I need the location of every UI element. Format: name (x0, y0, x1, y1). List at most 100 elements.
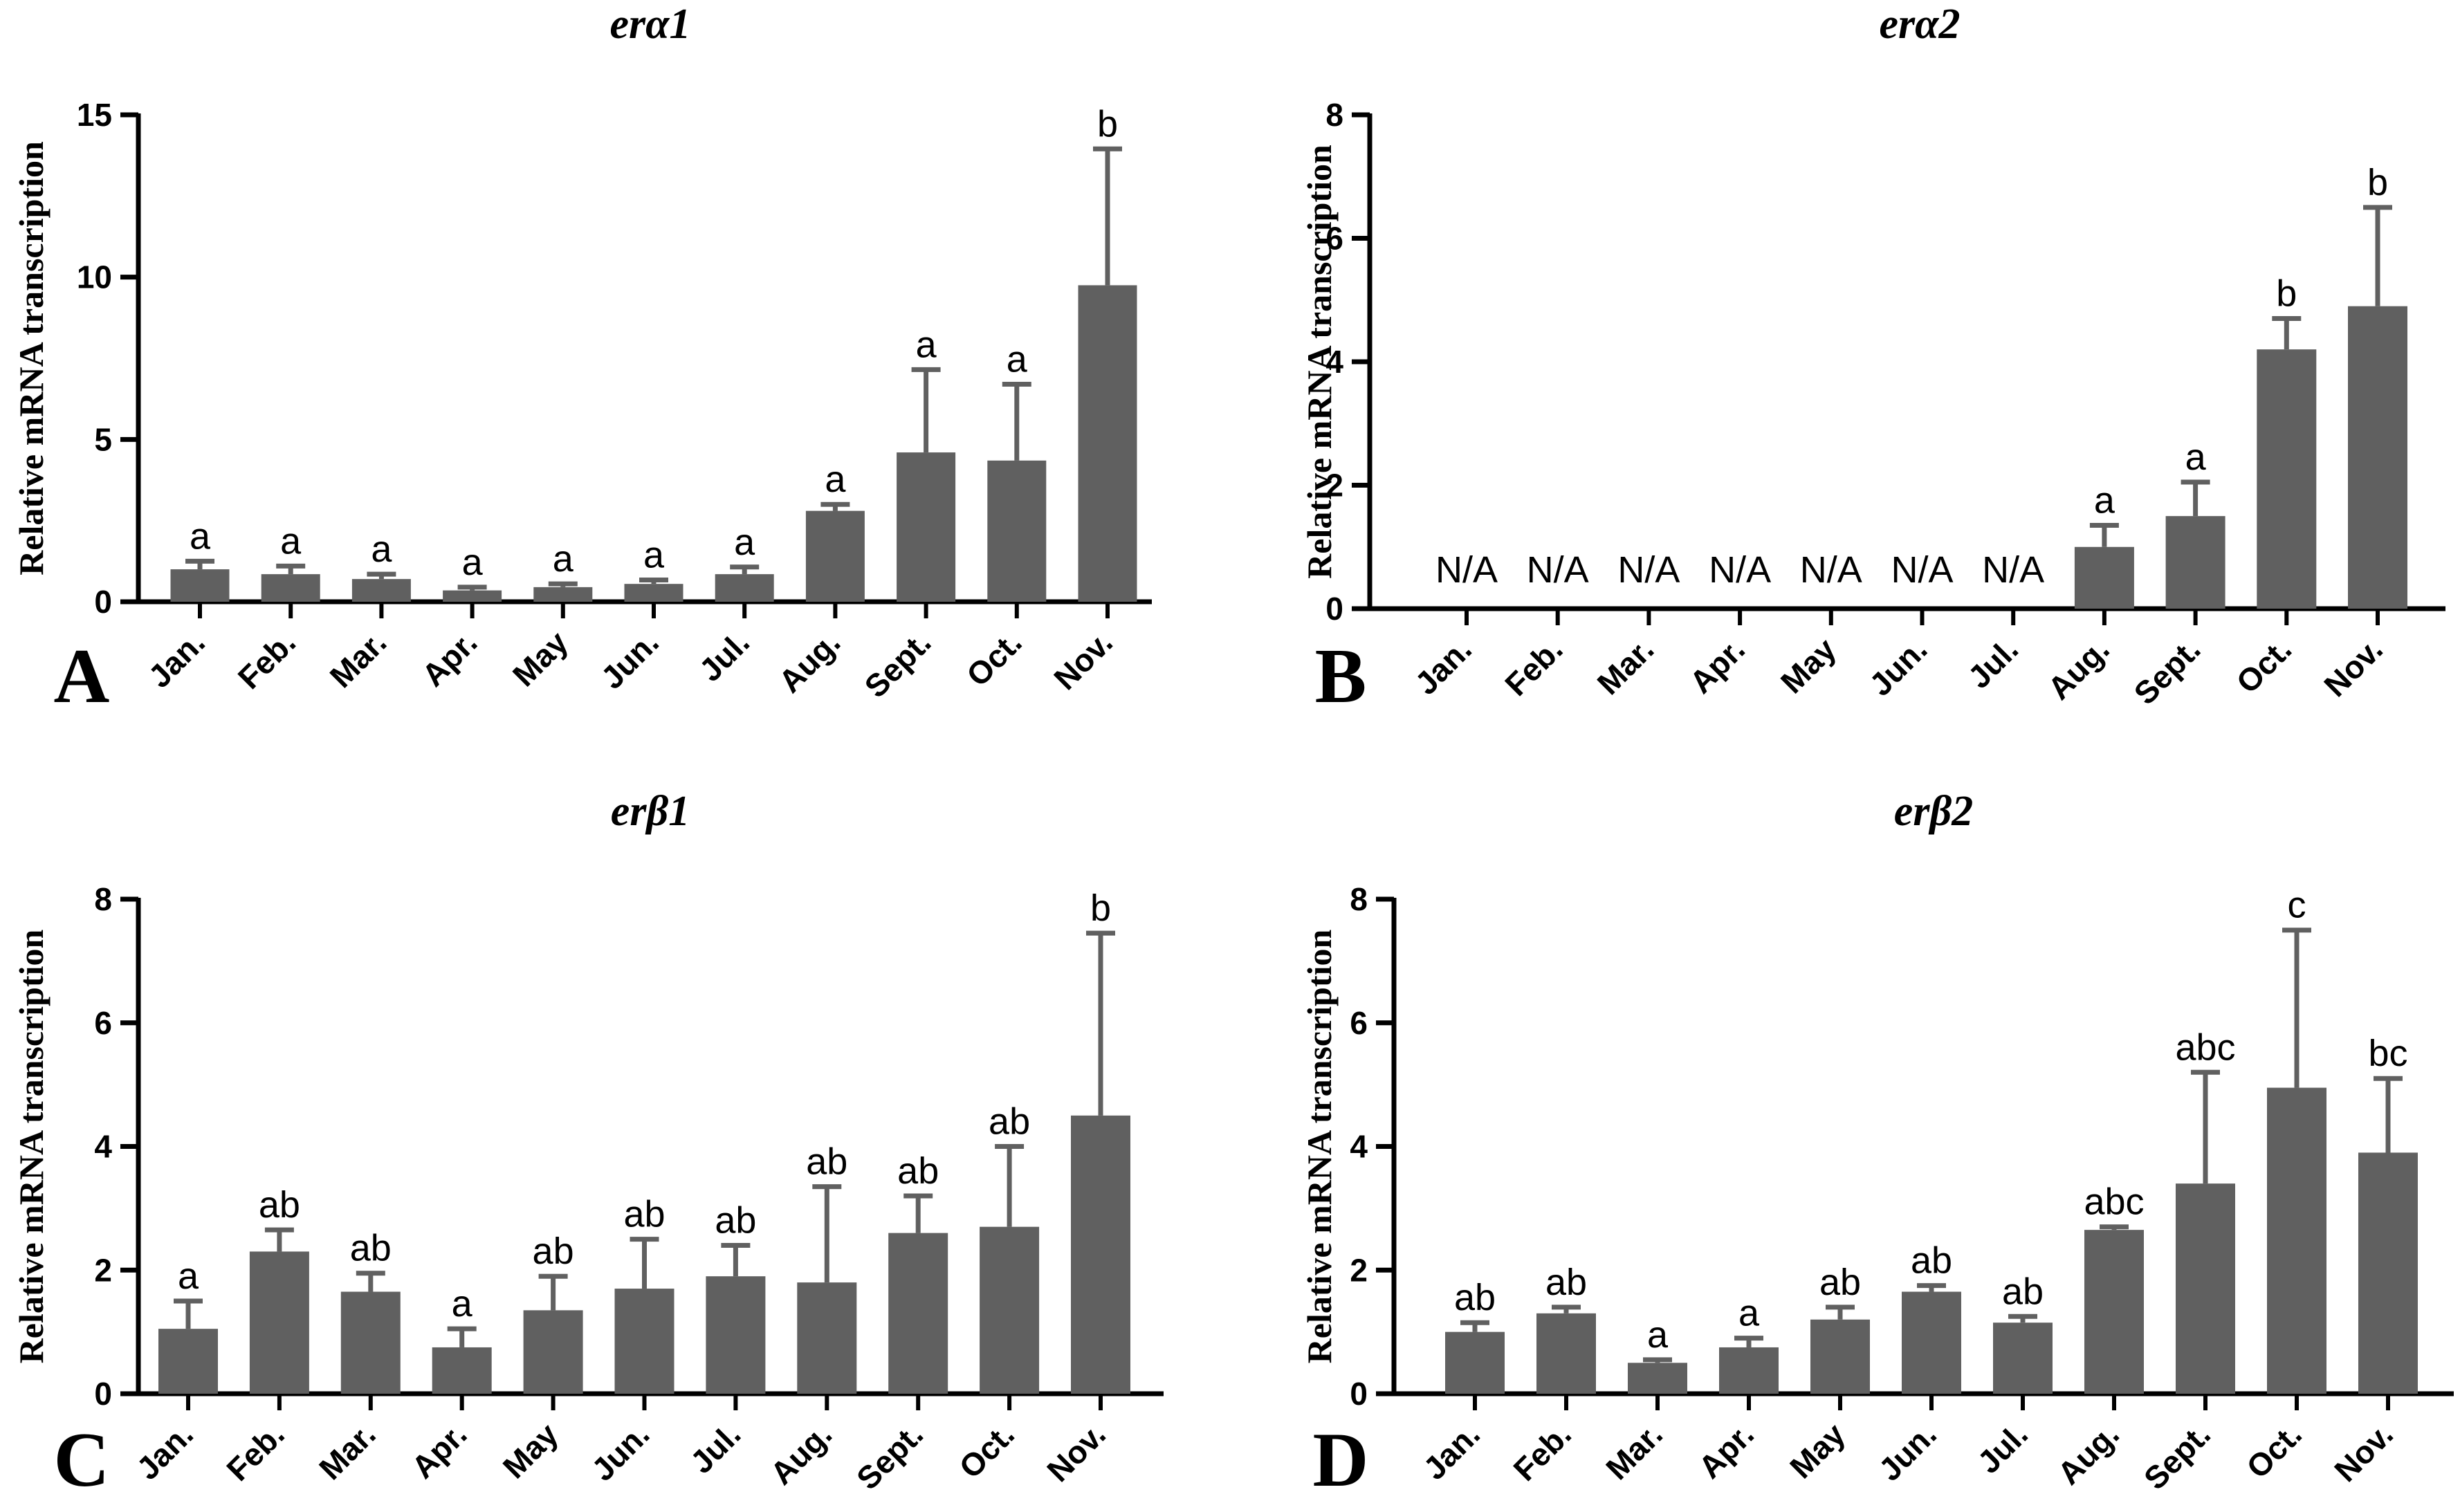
significance-label: ab (533, 1230, 574, 1272)
y-tick-label: 6 (1350, 1005, 1368, 1041)
bar (805, 510, 865, 602)
significance-label: a (553, 538, 574, 580)
significance-label: a (916, 324, 937, 365)
bar (1078, 285, 1137, 602)
bar (2267, 1087, 2326, 1394)
bar (1445, 1331, 1505, 1394)
significance-label: a (280, 520, 302, 562)
y-tick-label: 4 (1325, 344, 1343, 380)
chart-title: erα2 (1880, 1, 1961, 48)
y-tick-label: 8 (1350, 881, 1368, 917)
y-tick-label: 0 (1325, 591, 1343, 627)
panel-letter: B (1315, 634, 1367, 719)
bar (1071, 1115, 1130, 1394)
chart-title: erβ2 (1894, 788, 1973, 835)
bar (1719, 1347, 1779, 1394)
significance-label: c (2288, 885, 2306, 926)
bar (706, 1276, 766, 1394)
y-tick-label: 8 (94, 881, 112, 917)
y-tick-label: 0 (1350, 1376, 1368, 1412)
significance-label: N/A (1800, 549, 1862, 591)
y-tick-label: 6 (1325, 221, 1343, 257)
panel-letter: A (54, 634, 110, 719)
bar (1810, 1319, 1870, 1394)
significance-label: N/A (1435, 549, 1498, 591)
bar (987, 460, 1047, 602)
bar (249, 1251, 309, 1394)
bar (2074, 546, 2134, 609)
significance-label: a (734, 522, 755, 563)
significance-label: a (1007, 339, 1028, 380)
significance-label: a (2185, 436, 2207, 478)
bar (2165, 516, 2225, 609)
y-tick-label: 2 (1350, 1252, 1368, 1288)
y-tick-label: 4 (1350, 1129, 1368, 1165)
chart-title: erβ1 (611, 788, 690, 835)
y-tick-label: 2 (1325, 468, 1343, 504)
significance-label: ab (1454, 1277, 1496, 1318)
significance-label: a (452, 1283, 473, 1325)
significance-label: N/A (1527, 549, 1589, 591)
significance-label: a (1647, 1314, 1669, 1356)
significance-label: a (178, 1255, 199, 1297)
significance-label: ab (1819, 1262, 1861, 1303)
bar (443, 590, 502, 602)
significance-label: b (2367, 162, 2388, 203)
significance-label: ab (897, 1150, 939, 1192)
significance-label: ab (259, 1184, 300, 1226)
significance-label: N/A (1982, 549, 2044, 591)
y-tick-label: 4 (94, 1129, 112, 1165)
bar (897, 452, 956, 602)
significance-label: a (643, 535, 665, 576)
significance-label: a (462, 542, 484, 583)
chart-title: erα1 (610, 1, 691, 48)
significance-label: ab (350, 1228, 392, 1269)
panel-letter: C (54, 1417, 110, 1503)
y-axis-label: Relative mRNA transcription (1300, 929, 1339, 1363)
significance-label: a (371, 528, 392, 570)
bar (980, 1226, 1040, 1394)
bar (523, 1310, 583, 1394)
bar (2358, 1152, 2418, 1394)
bar (797, 1282, 857, 1394)
y-tick-label: 10 (77, 259, 112, 295)
significance-label: a (1738, 1293, 1760, 1334)
significance-label: b (1090, 887, 1111, 929)
y-tick-label: 0 (94, 1376, 112, 1412)
y-tick-label: 0 (94, 584, 112, 620)
bar (351, 579, 411, 602)
bar (432, 1347, 492, 1394)
bar (2084, 1230, 2144, 1394)
bar (614, 1289, 674, 1394)
bar (1902, 1291, 1961, 1394)
y-axis-label: Relative mRNA transcription (1300, 145, 1339, 579)
significance-label: ab (623, 1194, 665, 1235)
significance-label: N/A (1617, 549, 1680, 591)
significance-label: a (825, 459, 846, 500)
bar (2348, 306, 2407, 609)
bar (888, 1233, 948, 1394)
significance-label: ab (715, 1200, 756, 1242)
y-axis-label: Relative mRNA transcription (12, 141, 51, 575)
significance-label: ab (989, 1101, 1030, 1143)
y-tick-label: 5 (94, 421, 112, 457)
significance-label: ab (806, 1141, 847, 1183)
bar (1628, 1363, 1687, 1394)
significance-label: N/A (1709, 549, 1771, 591)
bar (1993, 1322, 2053, 1394)
significance-label: bc (2368, 1033, 2407, 1074)
bar (261, 574, 320, 602)
significance-label: ab (1911, 1240, 1952, 1282)
y-tick-label: 6 (94, 1005, 112, 1041)
significance-label: a (190, 515, 211, 557)
bar (533, 587, 593, 602)
panel-letter: D (1313, 1417, 1369, 1503)
significance-label: b (1097, 103, 1118, 145)
bar (170, 569, 230, 602)
y-axis-label: Relative mRNA transcription (12, 929, 51, 1363)
